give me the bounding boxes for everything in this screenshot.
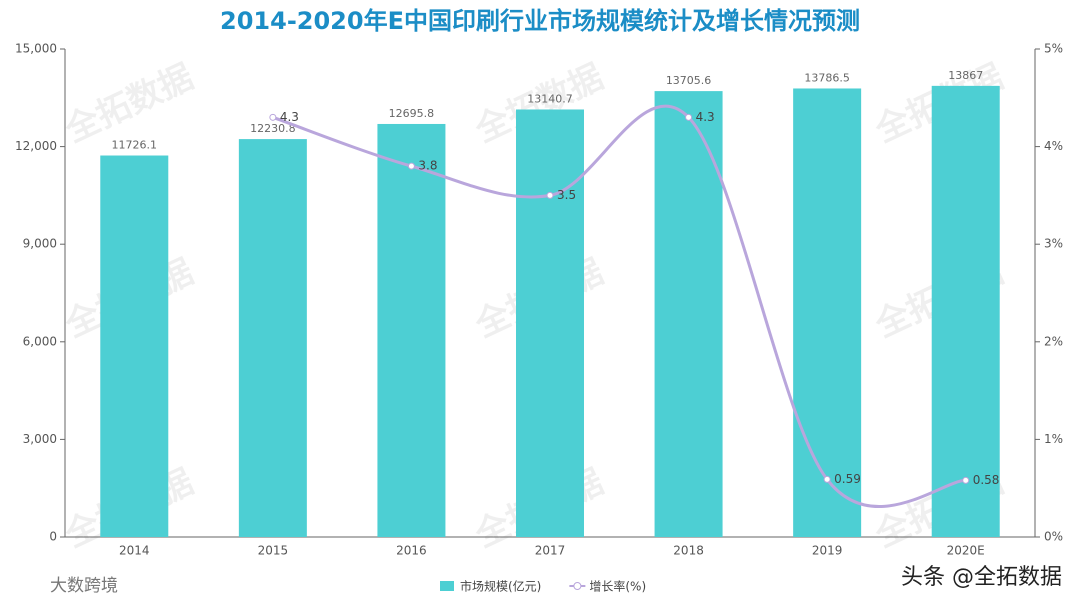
bar-value-label: 13786.5 <box>804 71 850 84</box>
y-tick-label: 6,000 <box>23 334 57 348</box>
y2-tick-label: 0% <box>1044 530 1063 544</box>
x-tick-label: 2014 <box>119 544 150 558</box>
line-value-label: 3.5 <box>557 188 576 202</box>
legend-swatch <box>440 581 454 591</box>
bar <box>238 139 307 537</box>
footer-left: 大数跨境 <box>50 576 118 596</box>
line-value-label: 0.58 <box>973 473 1000 487</box>
legend-label: 市场规模(亿元) <box>460 579 541 594</box>
x-tick-label: 2017 <box>535 544 566 558</box>
legend-swatch <box>573 582 582 590</box>
x-tick-label: 2019 <box>812 544 843 558</box>
y-tick-label: 3,000 <box>23 432 57 446</box>
chart-title: 2014-2020年E中国印刷行业市场规模统计及增长情况预测 <box>220 7 860 35</box>
line-value-label: 4.3 <box>696 110 715 124</box>
y-tick-label: 9,000 <box>23 237 57 251</box>
x-tick-label: 2018 <box>673 544 704 558</box>
bar-value-label: 13867 <box>948 69 983 82</box>
line-value-label: 4.3 <box>280 110 299 124</box>
y2-tick-label: 4% <box>1044 139 1063 153</box>
bar <box>516 109 584 537</box>
line-value-label: 3.8 <box>418 159 437 173</box>
x-tick-label: 2016 <box>396 544 427 558</box>
y-tick-label: 15,000 <box>15 42 57 56</box>
bar-value-label: 13705.6 <box>666 74 712 87</box>
bar <box>100 155 169 538</box>
bar <box>793 88 862 538</box>
line <box>272 104 966 508</box>
line-point <box>685 113 693 121</box>
x-tick-label: 2020E <box>947 544 985 558</box>
bar-value-label: 12230.8 <box>250 122 296 135</box>
y-tick-label: 12,000 <box>15 139 57 153</box>
line-point <box>269 113 277 121</box>
bar <box>654 91 723 537</box>
y2-tick-label: 2% <box>1044 334 1063 348</box>
bar <box>377 123 446 537</box>
y2-tick-label: 3% <box>1044 237 1063 251</box>
footer-right: 头条 @全拓数据 <box>901 565 1062 590</box>
watermark: 全拓数据 <box>58 57 199 151</box>
line-point <box>407 162 415 170</box>
y2-tick-label: 1% <box>1044 432 1063 446</box>
bar-value-label: 11726.1 <box>112 139 158 152</box>
line-value-label: 0.59 <box>834 472 861 486</box>
bar <box>931 85 1000 538</box>
line-point <box>823 475 831 483</box>
x-tick-label: 2015 <box>258 544 289 558</box>
y2-tick-label: 5% <box>1044 42 1063 56</box>
y-tick-label: 0 <box>49 530 57 544</box>
bar-value-label: 12695.8 <box>389 107 435 120</box>
legend-label: 增长率(%) <box>589 579 646 594</box>
line-point <box>546 191 554 199</box>
bar-value-label: 13140.7 <box>527 92 573 105</box>
line-point <box>962 476 970 484</box>
